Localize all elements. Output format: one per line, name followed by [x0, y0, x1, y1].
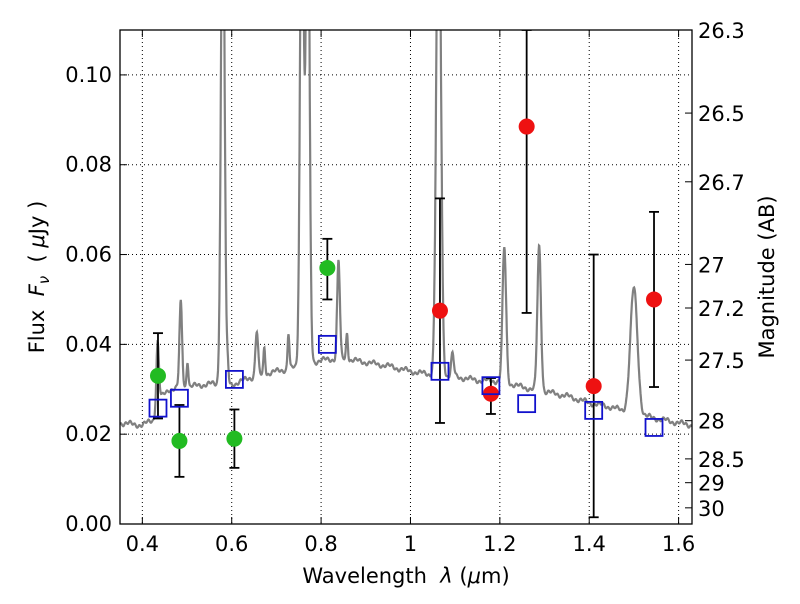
- y-label-prefix: Flux: [25, 296, 49, 353]
- x-tick-label: 1: [404, 532, 417, 556]
- y-label-unit: Jy ): [25, 201, 49, 237]
- x-tick-label: 0.8: [304, 532, 337, 556]
- green-photometry-point: [226, 430, 243, 447]
- y2-tick-label: 27.2: [698, 297, 745, 321]
- x-tick-label: 0.4: [126, 532, 159, 556]
- y2-tick-label: 26.5: [698, 102, 745, 126]
- x-label-prefix: Wavelength: [302, 564, 440, 588]
- x-tick-label: 1.4: [573, 532, 606, 556]
- green-photometry-point: [171, 432, 188, 449]
- x-label-lambda: λ: [439, 564, 452, 588]
- red-photometry-point: [518, 118, 535, 135]
- axis-ticks: 0.4 0.6 0.8 1 1.2 1.4 1.6 0.00 0.02 0.04 0.06 0.08 0…: [65, 19, 745, 556]
- y-label-mu: μ: [25, 234, 49, 248]
- x-tick-label: 1.2: [483, 532, 516, 556]
- red-photometry-point: [646, 291, 663, 308]
- model-photometry-point: [481, 376, 501, 396]
- x-label-open: (: [453, 564, 468, 588]
- y-tick-label: 0.06: [65, 243, 112, 267]
- y-axis-label: Flux Fν ( μJy ): [25, 201, 53, 354]
- red-photometry-point: [431, 302, 448, 319]
- x-tick-label: 1.6: [662, 532, 695, 556]
- y-label-open: (: [25, 248, 49, 276]
- y2-tick-label: 26.7: [698, 171, 745, 195]
- spectrum-line: [120, 30, 692, 429]
- y-tick-label: 0.08: [65, 153, 112, 177]
- y2-tick-label: 28.5: [698, 448, 745, 472]
- data-markers: [148, 118, 664, 449]
- model-spectrum: [120, 30, 692, 429]
- model-photometry-point: [170, 388, 189, 408]
- model-photometry-point: [430, 361, 450, 381]
- y-tick-label: 0.04: [65, 332, 112, 356]
- red-photometry-point: [585, 378, 602, 395]
- model-photometry-point: [224, 369, 244, 389]
- y2-tick-label: 27: [698, 253, 725, 277]
- y-tick-label: 0.10: [65, 63, 112, 87]
- y2-axis-label: Magnitude (AB): [755, 195, 779, 358]
- model-photometry-point: [584, 400, 604, 420]
- model-photometry-point: [317, 334, 337, 354]
- y-tick-label: 0.00: [65, 512, 112, 536]
- x-label-mu: μ: [467, 564, 481, 588]
- model-photometry-point: [644, 418, 664, 437]
- y-label-nu: ν: [35, 276, 53, 284]
- x-axis-label: Wavelength λ (μm): [302, 564, 509, 588]
- x-label-unit: m): [481, 564, 510, 588]
- green-photometry-point: [319, 260, 336, 277]
- y2-tick-label: 26.3: [698, 19, 745, 43]
- green-photometry-point: [149, 367, 166, 384]
- plot-frame: [119, 29, 693, 525]
- y2-tick-label: 27.5: [698, 349, 745, 373]
- y-tick-label: 0.02: [65, 422, 112, 446]
- y2-tick-label: 30: [698, 497, 725, 521]
- y-label-f: F: [25, 283, 49, 296]
- model-photometry-point: [148, 398, 168, 418]
- y2-tick-label: 29: [698, 472, 725, 496]
- y2-tick-label: 28: [698, 410, 725, 434]
- model-photometry-point: [517, 394, 537, 414]
- x-tick-label: 0.6: [215, 532, 248, 556]
